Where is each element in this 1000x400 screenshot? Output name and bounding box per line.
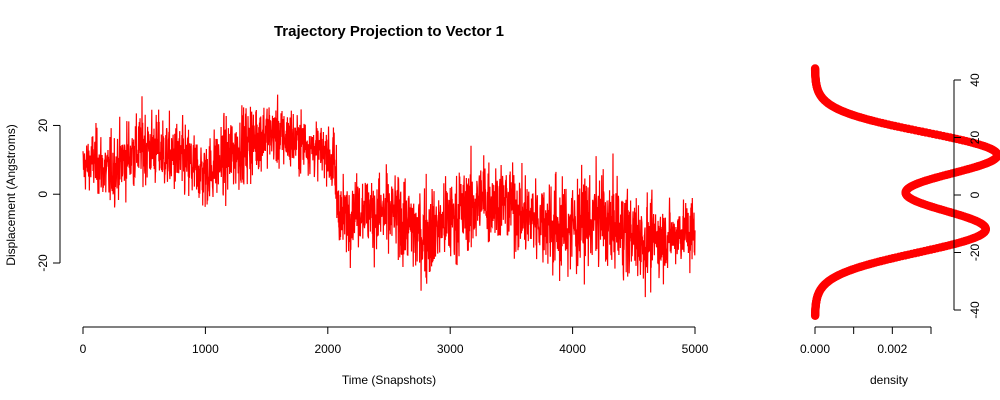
density-series — [810, 64, 1000, 320]
x-axis-label: Time (Snapshots) — [342, 373, 436, 387]
y-tick-label: 0 — [36, 191, 50, 198]
density-y-tick-label: -40 — [968, 301, 982, 319]
y-axis: -20 0 20 — [36, 118, 61, 272]
density-point — [810, 64, 820, 73]
density-x-axis: 0.000 0.002 — [800, 326, 932, 356]
chart-title: Trajectory Projection to Vector 1 — [274, 23, 504, 40]
x-tick-label: 1000 — [192, 342, 219, 356]
trajectory-series — [82, 94, 696, 298]
density-x-tick-label: 0.002 — [877, 342, 907, 356]
x-tick-label: 2000 — [314, 342, 341, 356]
density-x-axis-label: density — [870, 373, 908, 387]
density-y-tick-label: 20 — [968, 131, 982, 145]
trajectory-panel: Trajectory Projection to Vector 1 Time (… — [4, 23, 709, 387]
y-tick-label: 20 — [36, 118, 50, 132]
y-tick-label: -20 — [36, 254, 50, 272]
density-y-axis: -40 -20 0 20 40 — [953, 73, 982, 319]
x-tick-label: 3000 — [437, 342, 464, 356]
x-axis: 0 1000 2000 3000 4000 5000 — [80, 326, 709, 356]
y-axis-label: Displacement (Angstroms) — [4, 124, 18, 265]
density-y-tick-label: 40 — [968, 73, 982, 87]
density-y-tick-label: -20 — [968, 244, 982, 262]
x-tick-label: 5000 — [682, 342, 709, 356]
x-tick-label: 4000 — [559, 342, 586, 356]
density-y-tick-label: 0 — [968, 191, 982, 198]
x-tick-label: 0 — [80, 342, 87, 356]
density-x-tick-label: 0.000 — [800, 342, 830, 356]
trajectory-line — [82, 94, 696, 298]
density-panel: density 0.000 0.002 -40 -20 0 20 40 — [800, 64, 1000, 387]
